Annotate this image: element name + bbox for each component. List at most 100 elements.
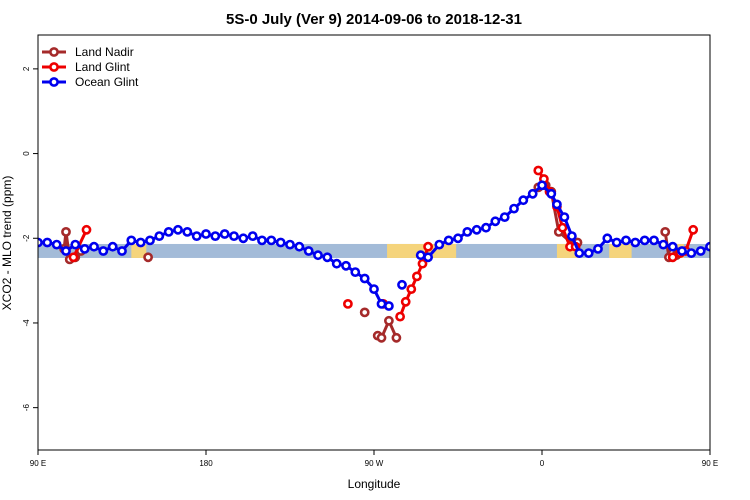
y-tick-label: -4 (22, 319, 31, 327)
land-glint-point (395, 311, 405, 322)
ocean-glint-point (266, 235, 277, 246)
ocean-glint-point (481, 222, 491, 233)
land-glint-point (406, 284, 417, 294)
ocean-glint-point (275, 237, 286, 248)
ocean-glint-point (89, 241, 99, 252)
ocean-glint-point (117, 246, 127, 256)
ocean-glint-point (369, 284, 379, 294)
x-tick-label: 90 E (702, 459, 718, 468)
legend-label-ocean-glint: Ocean Glint (75, 75, 139, 89)
ocean-glint-point (462, 226, 473, 237)
x-tick-label: 0 (540, 459, 545, 468)
ocean-glint-point (285, 239, 295, 250)
land-nadir-point (383, 315, 394, 326)
ocean-glint-point (490, 216, 501, 227)
ocean-glint-point (667, 241, 678, 252)
y-tick-label: 2 (22, 66, 31, 71)
land-nadir-point (391, 332, 402, 343)
ocean-glint-point (658, 239, 669, 250)
x-tick-label: 90 E (30, 459, 46, 468)
ocean-glint-point (574, 248, 585, 258)
ocean-glint-point (397, 279, 407, 290)
ocean-glint-point (443, 235, 454, 246)
ocean-glint-point (341, 260, 351, 271)
ocean-glint-point (602, 233, 613, 244)
y-tick-label: 0 (22, 151, 31, 156)
ocean-glint-point (359, 273, 370, 284)
land-glint-point (423, 241, 433, 252)
ocean-glint-point (621, 235, 631, 246)
ocean-glint-point (219, 229, 230, 239)
land-glint-point (557, 222, 568, 233)
ocean-glint-point (322, 252, 333, 263)
ocean-glint-point (453, 233, 463, 244)
land-nadir-point (729, 254, 736, 261)
ocean-glint-point (434, 239, 445, 250)
ocean-glint-point (716, 241, 723, 248)
ocean-glint-point (649, 235, 659, 246)
land-glint-point (342, 298, 353, 309)
legend-marker-ocean-glint (49, 77, 59, 87)
series-ocean-glint (38, 180, 750, 311)
x-tick-label: 180 (199, 459, 213, 468)
x-axis-label: Longitude (348, 477, 401, 491)
land-glint-point (68, 252, 79, 263)
land-nadir-point (359, 307, 370, 318)
legend-label-land-nadir: Land Nadir (75, 45, 134, 59)
ocean-glint-point (695, 246, 706, 256)
ocean-glint-point (744, 228, 750, 235)
ocean-glint-point (583, 248, 594, 258)
ocean-glint-point (611, 237, 622, 248)
ocean-glint-point (705, 241, 710, 252)
land-nadir-point (660, 226, 671, 237)
ocean-glint-point (107, 241, 118, 252)
ocean-glint-point (350, 267, 361, 277)
ocean-glint-point (154, 231, 165, 241)
land-glint-point (411, 271, 422, 282)
ocean-glint-point (734, 235, 741, 242)
ocean-glint-point (630, 237, 641, 248)
ocean-glint-point (126, 235, 137, 246)
land-nadir-point (61, 226, 71, 237)
ocean-glint-point (42, 237, 53, 248)
ocean-glint-point (70, 239, 81, 250)
ocean-glint-point (303, 246, 314, 256)
surface-band-land-3 (609, 243, 632, 258)
legend-label-land-glint: Land Glint (75, 60, 130, 74)
ocean-glint-point (471, 224, 482, 235)
ocean-glint-point (725, 239, 732, 246)
legend-marker-land-nadir (49, 47, 59, 57)
ocean-glint-point (537, 180, 547, 191)
ocean-glint-point (191, 231, 202, 241)
ocean-glint-point (257, 235, 267, 246)
y-tick-label: -2 (22, 234, 31, 242)
ocean-glint-point (677, 246, 687, 256)
ocean-glint-point (135, 237, 146, 248)
ocean-glint-point (51, 239, 62, 250)
ocean-glint-point (639, 235, 650, 246)
surface-band-land-0 (131, 243, 147, 258)
land-glint-point (667, 252, 678, 263)
ocean-glint-point (313, 250, 323, 261)
ocean-glint-point (229, 231, 239, 241)
y-axis-label: XCO2 - MLO trend (ppm) (0, 176, 14, 311)
ocean-glint-point (527, 188, 538, 199)
ocean-glint-point (247, 231, 258, 241)
ocean-glint-point (383, 301, 394, 311)
ocean-glint-point (331, 258, 342, 269)
land-glint-point (417, 258, 428, 269)
ocean-glint-point (499, 212, 510, 222)
ocean-glint-point (593, 243, 603, 254)
ocean-glint-point (423, 252, 433, 263)
ocean-glint-point (182, 226, 193, 237)
ocean-glint-point (518, 195, 529, 206)
ocean-glint-point (145, 235, 155, 246)
legend-marker-land-glint (49, 62, 59, 72)
ocean-glint-point (201, 229, 211, 239)
surface-band-ocean (38, 243, 710, 258)
land-glint-point (688, 224, 699, 235)
y-tick-label: -6 (22, 404, 31, 412)
ocean-glint-point (686, 248, 697, 258)
ocean-glint-point (98, 246, 109, 256)
